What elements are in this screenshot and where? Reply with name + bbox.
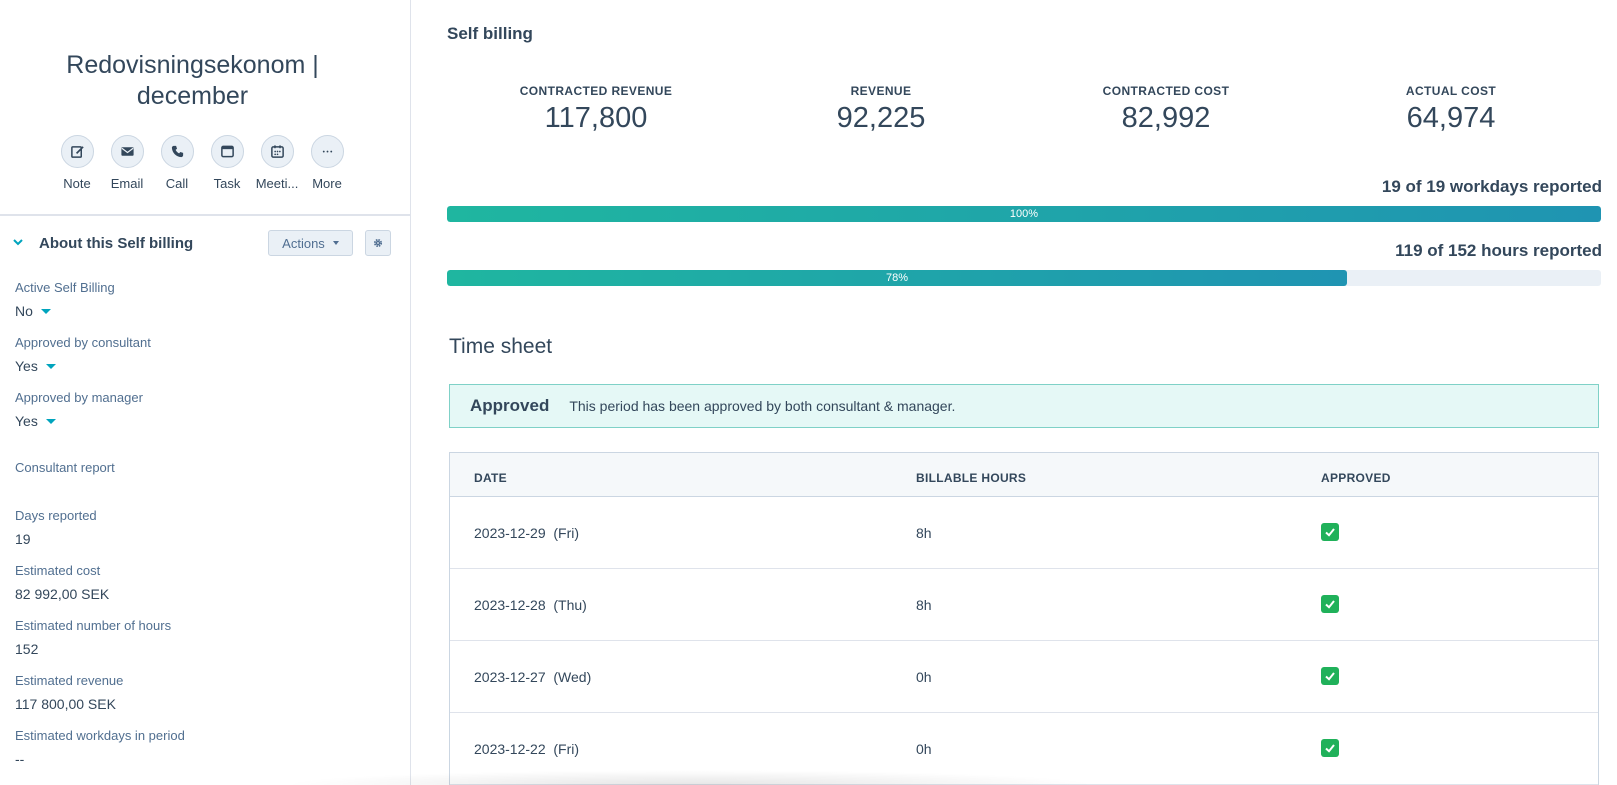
kpi-value: 82,992 bbox=[1121, 102, 1211, 134]
about-section-title[interactable]: About this Self billing bbox=[39, 235, 194, 252]
caret-down-icon bbox=[45, 418, 56, 424]
check-icon bbox=[1321, 739, 1339, 757]
workdays-progress-label: 19 of 19 workdays reported bbox=[1381, 177, 1602, 196]
task-action[interactable]: Task bbox=[202, 135, 252, 191]
phone-icon bbox=[160, 135, 194, 168]
envelope-icon bbox=[110, 135, 144, 168]
caret-down-icon bbox=[332, 241, 339, 245]
kpi-revenue: REVENUE 92,225 bbox=[761, 84, 1001, 135]
table-row[interactable]: 2023-12-22 (Fri) 0h bbox=[450, 713, 1598, 785]
timesheet-title: Time sheet bbox=[449, 335, 553, 358]
table-row[interactable]: 2023-12-29 (Fri) 8h bbox=[450, 497, 1598, 569]
table-row[interactable]: 2023-12-28 (Thu) 8h bbox=[450, 569, 1598, 641]
kpi-label: ACTUAL COST bbox=[1405, 84, 1497, 98]
more-action[interactable]: More bbox=[302, 135, 352, 191]
meeting-action[interactable]: Meeti... bbox=[252, 135, 302, 191]
kpi-value: 117,800 bbox=[544, 102, 648, 134]
row-date: 2023-12-29 (Fri) bbox=[474, 525, 580, 541]
timesheet-table: DATE BILLABLE HOURS APPROVED 2023-12-29 … bbox=[449, 452, 1599, 785]
approved-by-consultant-label: Approved by consultant bbox=[15, 335, 151, 350]
column-header-billable-hours[interactable]: BILLABLE HOURS bbox=[916, 471, 1027, 485]
record-sidebar: Redovisningsekonom | december Note Email… bbox=[0, 0, 411, 785]
estimated-hours-value[interactable]: 152 bbox=[15, 641, 39, 657]
estimated-workdays-value[interactable]: -- bbox=[15, 751, 25, 767]
column-header-approved[interactable]: APPROVED bbox=[1321, 471, 1391, 485]
row-hours: 0h bbox=[916, 669, 932, 685]
record-title: Redovisningsekonom | december bbox=[66, 51, 319, 110]
table-row[interactable]: 2023-12-27 (Wed) 0h bbox=[450, 641, 1598, 713]
actions-button-label: Actions bbox=[282, 235, 325, 251]
kpi-label: REVENUE bbox=[850, 84, 912, 98]
consultant-report-label: Consultant report bbox=[15, 460, 115, 475]
row-hours: 0h bbox=[916, 741, 932, 757]
note-action-label: Note bbox=[63, 176, 91, 191]
alert-text: This period has been approved by both co… bbox=[569, 398, 956, 414]
self-billing-panel: Self billing CONTRACTED REVENUE 117,800 … bbox=[411, 0, 1617, 785]
row-date: 2023-12-22 (Fri) bbox=[474, 741, 580, 757]
kpi-contracted-cost: CONTRACTED COST 82,992 bbox=[1046, 84, 1286, 135]
kpi-value: 92,225 bbox=[836, 102, 926, 134]
workdays-progress-fill: 100% bbox=[447, 206, 1601, 222]
email-action-label: Email bbox=[110, 176, 144, 191]
days-reported-value[interactable]: 19 bbox=[15, 531, 31, 547]
panel-title: Self billing bbox=[447, 24, 533, 43]
active-self-billing-value: No bbox=[15, 303, 33, 319]
caret-down-icon bbox=[40, 308, 51, 314]
approved-by-manager-label: Approved by manager bbox=[15, 390, 143, 405]
row-hours: 8h bbox=[916, 597, 932, 613]
estimated-cost-value[interactable]: 82 992,00 SEK bbox=[15, 586, 110, 602]
settings-button[interactable] bbox=[365, 230, 391, 256]
call-action-label: Call bbox=[165, 176, 189, 191]
approved-by-consultant-value: Yes bbox=[15, 358, 38, 374]
check-icon bbox=[1321, 523, 1339, 541]
kpi-actual-cost: ACTUAL COST 64,974 bbox=[1331, 84, 1571, 135]
ellipsis-icon bbox=[310, 135, 344, 168]
hours-progress-label: 119 of 152 hours reported bbox=[1395, 241, 1602, 260]
approved-by-consultant-select[interactable]: Yes bbox=[15, 358, 56, 374]
table-header: DATE BILLABLE HOURS APPROVED bbox=[450, 453, 1598, 497]
kpi-label: CONTRACTED COST bbox=[1102, 84, 1230, 98]
estimated-revenue-label: Estimated revenue bbox=[15, 673, 124, 688]
approved-by-manager-select[interactable]: Yes bbox=[15, 413, 56, 429]
estimated-hours-label: Estimated number of hours bbox=[15, 618, 172, 633]
days-reported-label: Days reported bbox=[15, 508, 97, 523]
row-date: 2023-12-27 (Wed) bbox=[474, 669, 592, 685]
task-icon bbox=[210, 135, 244, 168]
hours-progress-bar: 78% bbox=[447, 270, 1601, 286]
kpi-contracted-revenue: CONTRACTED REVENUE 117,800 bbox=[476, 84, 716, 135]
alert-title: Approved bbox=[470, 396, 550, 415]
estimated-revenue-value[interactable]: 117 800,00 SEK bbox=[15, 696, 116, 712]
meeting-action-label: Meeti... bbox=[255, 176, 299, 191]
quick-actions: Note Email Call Task Meeti... bbox=[52, 135, 352, 191]
approved-by-manager-value: Yes bbox=[15, 413, 38, 429]
chevron-down-icon[interactable] bbox=[12, 236, 24, 248]
calendar-icon bbox=[260, 135, 294, 168]
workdays-progress-bar: 100% bbox=[447, 206, 1601, 222]
check-icon bbox=[1321, 667, 1339, 685]
caret-down-icon bbox=[45, 363, 56, 369]
estimated-cost-label: Estimated cost bbox=[15, 563, 101, 578]
active-self-billing-select[interactable]: No bbox=[15, 303, 51, 319]
hours-progress-fill: 78% bbox=[447, 270, 1348, 286]
email-action[interactable]: Email bbox=[102, 135, 152, 191]
note-action[interactable]: Note bbox=[52, 135, 102, 191]
task-action-label: Task bbox=[213, 176, 241, 191]
row-date: 2023-12-28 (Thu) bbox=[474, 597, 587, 613]
approval-alert: Approved This period has been approved b… bbox=[449, 384, 1599, 428]
active-self-billing-label: Active Self Billing bbox=[15, 280, 115, 295]
sidebar-divider bbox=[0, 214, 410, 216]
check-icon bbox=[1321, 595, 1339, 613]
actions-button[interactable]: Actions bbox=[268, 230, 353, 256]
more-action-label: More bbox=[312, 176, 342, 191]
about-section-header: About this Self billing Actions bbox=[0, 228, 410, 258]
call-action[interactable]: Call bbox=[152, 135, 202, 191]
kpi-value: 64,974 bbox=[1406, 102, 1496, 134]
gear-icon bbox=[373, 238, 383, 248]
estimated-workdays-label: Estimated workdays in period bbox=[15, 728, 185, 743]
pencil-icon bbox=[60, 135, 94, 168]
column-header-date[interactable]: DATE bbox=[474, 471, 507, 485]
row-hours: 8h bbox=[916, 525, 932, 541]
kpi-label: CONTRACTED REVENUE bbox=[519, 84, 673, 98]
